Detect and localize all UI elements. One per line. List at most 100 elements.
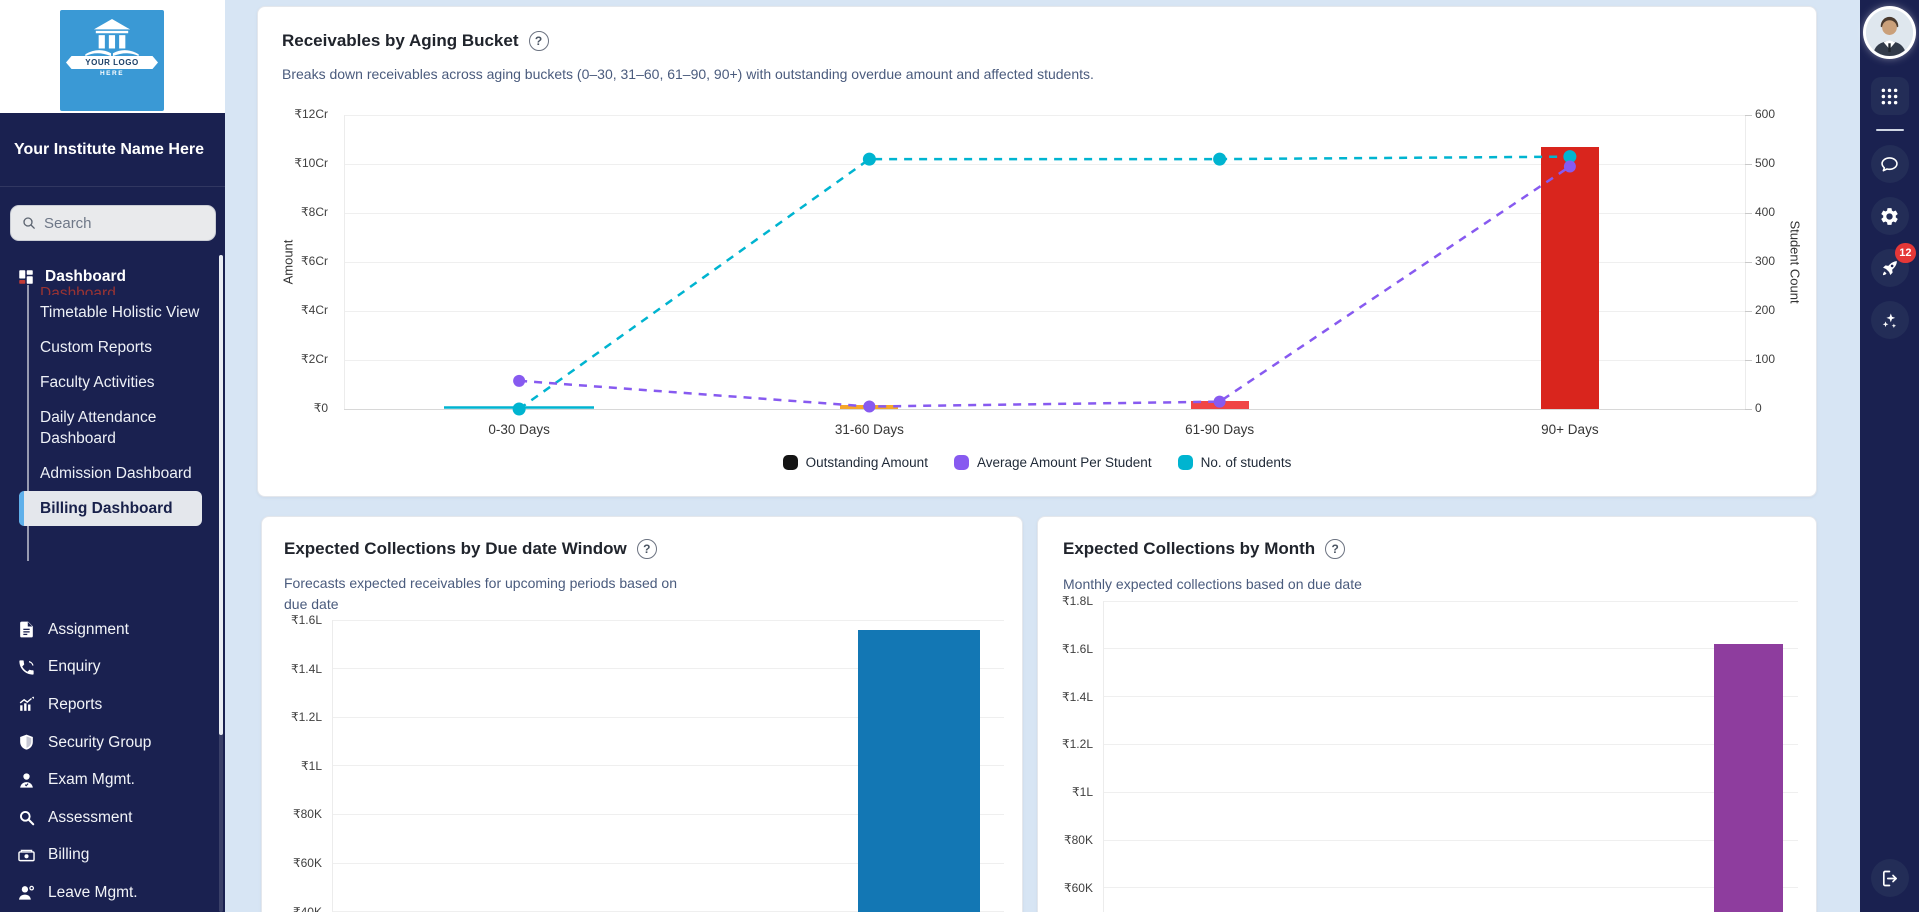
gridline (344, 212, 1745, 214)
x-axis-label: 90+ Days (1541, 422, 1599, 437)
settings-button[interactable] (1870, 197, 1909, 235)
apps-grid-button[interactable] (1870, 77, 1909, 115)
sidebar-menu: Assignment Enquiry Reports Security Group Ex… (0, 611, 225, 912)
sidebar-subitem-dashboard[interactable]: Dashboard (40, 283, 225, 295)
gridline (332, 619, 1004, 621)
right-axis-tick: 300 (1755, 254, 1776, 268)
right-axis-tickmark (1745, 262, 1752, 263)
card-expected-collections-by-month: Expected Collections by Month ? Monthly … (1037, 516, 1817, 912)
institute-name: Your Institute Name Here (0, 113, 225, 187)
sidebar-item-reports[interactable]: Reports (0, 686, 225, 724)
legend-swatch (782, 455, 798, 470)
sidebar-subitem-label: Daily Attendance Dashboard (40, 409, 157, 447)
right-axis-tick: 400 (1755, 205, 1776, 219)
sparkles-button[interactable] (1870, 301, 1909, 339)
help-icon[interactable]: ? (636, 539, 657, 559)
bar-90-days[interactable] (1540, 146, 1599, 409)
logo-here-text: HERE (99, 70, 125, 77)
submenu-guide-line (27, 285, 29, 561)
sidebar-item-label: Billing (48, 846, 90, 864)
legend-label: Outstanding Amount (805, 455, 928, 470)
search-input[interactable] (44, 214, 194, 232)
sidebar-scrollbar[interactable] (219, 255, 223, 912)
due-date-window-chart-plot: ₹1.6L ₹1.4L ₹1.2L ₹1L ₹80K ₹60K ₹40K (262, 517, 1022, 912)
sidebar-subitem-timetable-holistic-view[interactable]: Timetable Holistic View (40, 295, 225, 330)
legend-label: Average Amount Per Student (976, 455, 1152, 470)
sidebar-item-billing[interactable]: Billing (0, 837, 225, 875)
sidebar-item-security-group[interactable]: Security Group (0, 724, 225, 762)
gridline (1103, 648, 1798, 650)
sidebar-item-enquiry[interactable]: Enquiry (0, 649, 225, 687)
avatar[interactable] (1866, 9, 1913, 56)
y-axis-tick: ₹80K (1064, 833, 1093, 847)
gridline (344, 163, 1745, 165)
sidebar-scrollbar-thumb[interactable] (219, 255, 223, 735)
plot-edge-line (1102, 601, 1104, 912)
students-line-marker[interactable] (1213, 152, 1227, 166)
expected-collections-bar[interactable] (858, 629, 980, 912)
avg-amount-line-marker[interactable] (1563, 160, 1576, 173)
gridline (332, 862, 1004, 864)
left-axis-tick: ₹4Cr (301, 303, 328, 317)
avg-amount-line-marker[interactable] (513, 374, 526, 387)
search-box[interactable] (10, 205, 216, 241)
y-axis-tick: ₹1L (1072, 785, 1093, 800)
y-axis-tick: ₹1.2L (291, 710, 322, 725)
rocket-icon (1882, 260, 1897, 275)
sidebar-subitem-custom-reports[interactable]: Custom Reports (40, 330, 225, 365)
students-line-marker[interactable] (1563, 150, 1577, 164)
gridline (332, 716, 1004, 718)
y-axis-tick: ₹60K (293, 856, 322, 870)
plot-edge-line (343, 115, 345, 409)
gridline (344, 310, 1745, 312)
logout-icon (1882, 870, 1897, 886)
chart-legend: Outstanding Amount Average Amount Per Stu… (258, 455, 1816, 470)
students-line-marker[interactable] (862, 152, 876, 166)
phone-icon (17, 658, 36, 677)
left-axis-tick: ₹12Cr (294, 107, 328, 121)
sidebar-item-assignment[interactable]: Assignment (0, 611, 225, 649)
card-expected-collections-by-due-date-window: Expected Collections by Due date Window … (261, 516, 1023, 912)
logout-button[interactable] (1870, 859, 1909, 897)
help-icon[interactable]: ? (1325, 539, 1346, 559)
sidebar-subitem-label: Timetable Holistic View (40, 304, 200, 321)
institute-logo: YOUR LOGO HERE (60, 10, 164, 111)
main-content: Receivables by Aging Bucket ? Breaks dow… (225, 0, 1860, 912)
avg-amount-line-marker[interactable] (863, 400, 876, 413)
y-axis-tick: ₹80K (293, 807, 322, 822)
help-icon[interactable]: ? (528, 31, 549, 51)
leave-icon (17, 883, 36, 902)
right-axis-tickmark (1745, 311, 1752, 312)
avg-amount-line-marker[interactable] (1213, 395, 1226, 408)
sidebar-subitem-daily-attendance-dashboard[interactable]: Daily Attendance Dashboard (40, 400, 225, 456)
y-axis-tick: ₹1L (301, 758, 322, 773)
gridline (1103, 839, 1798, 841)
sidebar-subitem-admission-dashboard[interactable]: Admission Dashboard (40, 456, 225, 491)
sidebar-subitem-faculty-activities[interactable]: Faculty Activities (40, 365, 225, 400)
sidebar-item-exam-mgmt[interactable]: Exam Mgmt. (0, 761, 225, 799)
students-line-marker[interactable] (512, 402, 526, 416)
x-axis-label: 31-60 Days (834, 422, 904, 437)
sidebar-item-leave-mgmt[interactable]: Leave Mgmt. (0, 874, 225, 912)
legend-item-average-amount-per-student[interactable]: Average Amount Per Student (953, 455, 1152, 470)
sidebar-item-label: Reports (48, 695, 103, 713)
sidebar-subitem-billing-dashboard[interactable]: Billing Dashboard (19, 491, 202, 526)
gear-icon (1881, 207, 1898, 225)
gridline (344, 261, 1745, 263)
gridline (1103, 696, 1798, 698)
rocket-button[interactable]: 12 (1870, 243, 1916, 287)
legend-item-outstanding-amount[interactable]: Outstanding Amount (782, 455, 928, 470)
expected-collections-bar[interactable] (1714, 644, 1783, 912)
chat-button[interactable] (1870, 145, 1909, 183)
active-item-accent (19, 491, 24, 526)
sidebar-item-assessment[interactable]: Assessment (0, 799, 225, 837)
rail-divider (1875, 129, 1904, 131)
legend-swatch (953, 455, 969, 470)
card-description: Breaks down receivables across aging buc… (282, 66, 1094, 82)
institute-name-label: Your Institute Name Here (14, 140, 204, 158)
y-axis-tick: ₹60K (1064, 880, 1093, 895)
card-title: Receivables by Aging Bucket (282, 31, 519, 50)
legend-item-no-of-students[interactable]: No. of students (1177, 455, 1291, 470)
sidebar-item-dashboard[interactable]: Dashboard (0, 262, 225, 292)
sidebar: YOUR LOGO HERE Your Institute Name Here (0, 0, 225, 912)
